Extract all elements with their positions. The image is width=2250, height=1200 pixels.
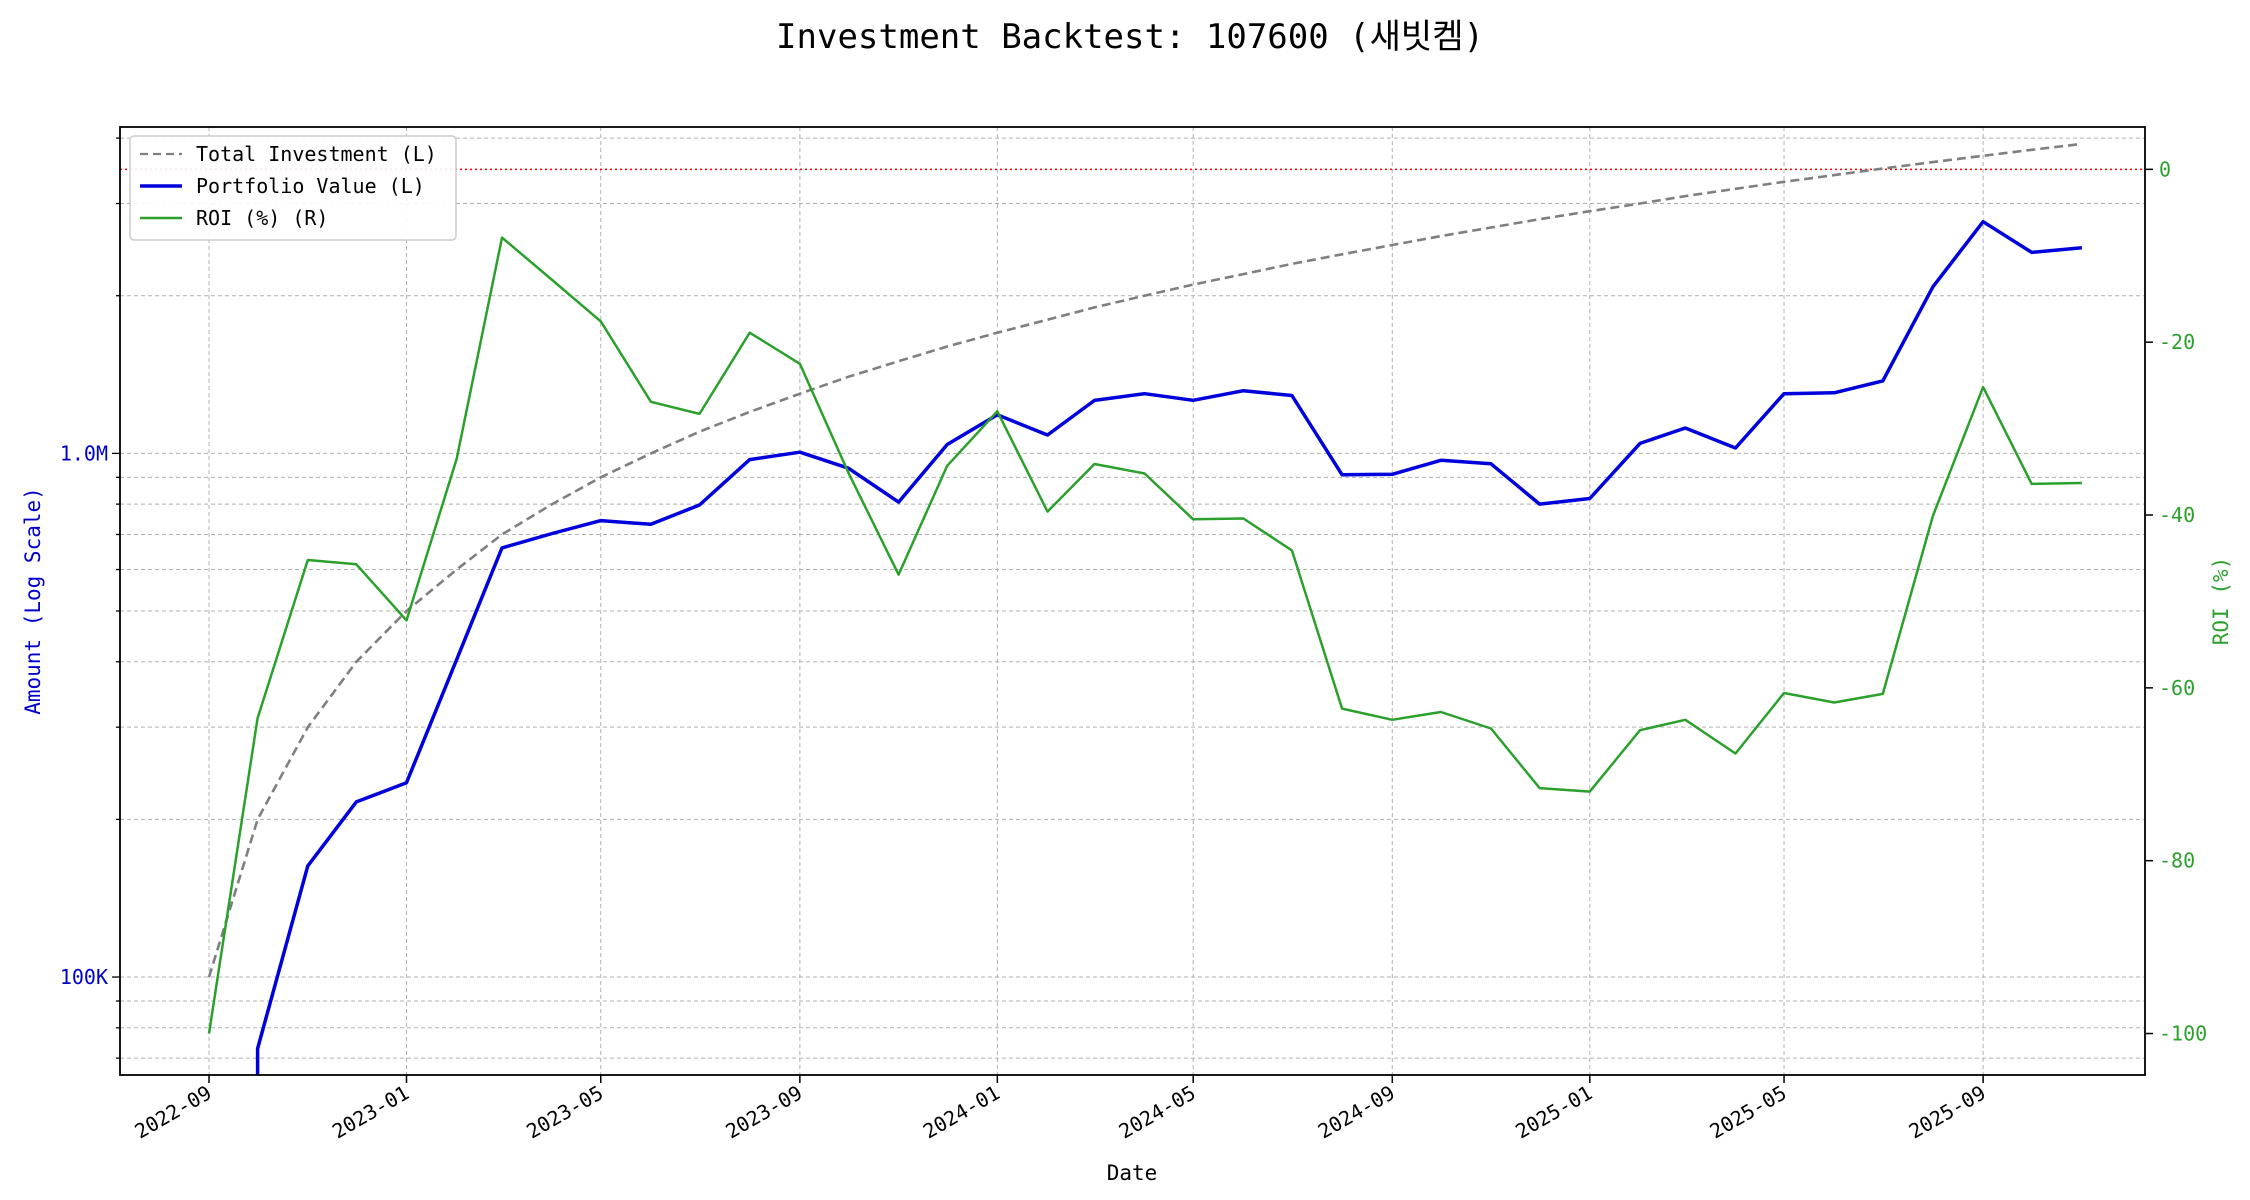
left-axis-ticks: 100K 1.0M — [60, 137, 120, 1059]
right-tick-label: -60 — [2159, 676, 2195, 700]
left-tick-label: 100K — [60, 965, 108, 989]
left-axis-label: Amount (Log Scale) — [21, 487, 45, 715]
right-axis-ticks: 0 -20 -40 -60 -80 -100 — [2145, 157, 2207, 1046]
legend-label-roi: ROI (%) (R) — [196, 206, 328, 230]
series-line-portfolio-value — [255, 219, 2083, 1075]
legend-label-total-investment: Total Investment (L) — [196, 142, 437, 166]
right-tick-label: -40 — [2159, 503, 2195, 527]
left-tick-label: 1.0M — [60, 441, 108, 465]
right-tick-label: -20 — [2159, 330, 2195, 354]
series-lines — [207, 142, 2083, 1075]
right-axis-label: ROI (%) — [2209, 557, 2233, 646]
legend-label-portfolio-value: Portfolio Value (L) — [196, 174, 425, 198]
series-line-roi — [207, 236, 2082, 1034]
legend: Total Investment (L) Portfolio Value (L)… — [129, 135, 457, 241]
chart-title: Investment Backtest: 107600 (새빗켐) — [776, 17, 1484, 57]
right-tick-label: -80 — [2159, 849, 2195, 873]
series-line-total-investment — [207, 142, 2083, 978]
right-tick-label: -100 — [2159, 1022, 2207, 1046]
legend-box — [129, 135, 457, 241]
x-axis-label: Date — [1107, 1161, 1158, 1185]
grid-lines — [120, 127, 2145, 1075]
plot-frame — [119, 126, 2146, 1076]
right-tick-label: 0 — [2159, 157, 2171, 181]
